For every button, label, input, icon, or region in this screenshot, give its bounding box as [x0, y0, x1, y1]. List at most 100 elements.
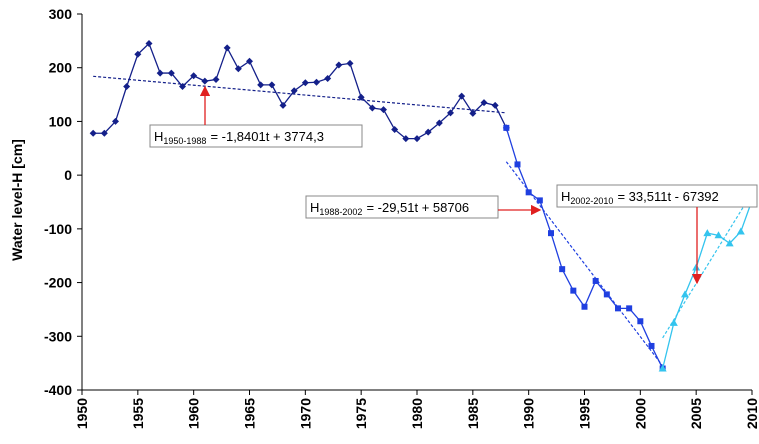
- x-tick-label: 1965: [242, 398, 258, 429]
- point: [290, 87, 298, 95]
- point: [134, 50, 142, 58]
- x-tick-label: 1990: [521, 398, 537, 429]
- point: [234, 65, 242, 73]
- point: [603, 291, 610, 298]
- point: [89, 129, 97, 137]
- point: [681, 290, 689, 298]
- series-line: [505, 127, 664, 369]
- point: [391, 125, 399, 133]
- point: [268, 81, 276, 89]
- annotation-text: = 33,511t - 67392: [617, 189, 718, 204]
- point: [503, 124, 510, 131]
- point: [626, 305, 633, 312]
- annotation-symbol: H: [561, 189, 570, 204]
- point: [357, 93, 365, 101]
- point: [145, 40, 153, 48]
- point: [301, 79, 309, 87]
- point: [447, 109, 454, 117]
- y-tick-label: 300: [49, 6, 73, 22]
- point: [313, 78, 320, 86]
- annotation: H2002-2010 = 33,511t - 67392: [561, 189, 719, 206]
- point: [413, 135, 421, 143]
- y-tick-label: -400: [44, 382, 72, 398]
- point: [201, 77, 209, 85]
- point: [458, 92, 466, 100]
- point: [514, 161, 521, 168]
- x-tick-label: 1960: [186, 398, 202, 429]
- point: [179, 83, 186, 91]
- y-axis-label: Water level-H [cm]: [9, 139, 25, 261]
- point: [380, 106, 387, 114]
- point: [257, 81, 265, 89]
- point: [279, 101, 287, 109]
- point: [424, 128, 432, 136]
- point: [346, 59, 354, 67]
- annotation-symbol: H: [310, 200, 319, 215]
- point: [559, 266, 566, 273]
- point: [570, 287, 577, 294]
- annotation-text: = -29,51t + 58706: [366, 200, 469, 215]
- point: [402, 135, 410, 143]
- point: [246, 57, 253, 65]
- y-tick-label: -100: [44, 221, 72, 237]
- point: [525, 189, 532, 196]
- y-tick-label: -300: [44, 328, 72, 344]
- x-tick-label: 1975: [353, 398, 369, 429]
- y-tick-label: 0: [64, 167, 72, 183]
- point: [212, 76, 220, 84]
- annotation-box: [149, 124, 363, 148]
- series-line: [93, 42, 507, 140]
- series-line: [662, 200, 753, 369]
- point: [480, 99, 488, 107]
- annotation: H1988-2002 = -29,51t + 58706: [310, 200, 469, 217]
- point: [368, 104, 376, 112]
- point: [100, 129, 108, 137]
- point: [669, 318, 678, 326]
- point: [156, 69, 164, 77]
- y-tick-label: 100: [49, 113, 73, 129]
- annotation-subscript: 1950-1988: [163, 136, 206, 146]
- point: [592, 277, 599, 284]
- point: [658, 364, 667, 372]
- annotation-subscript: 2002-2010: [570, 196, 613, 206]
- point: [435, 119, 443, 127]
- point: [692, 263, 701, 271]
- point: [469, 109, 477, 117]
- point: [548, 230, 554, 237]
- y-tick-label: 200: [49, 60, 73, 76]
- trendline: [93, 75, 507, 114]
- x-tick-label: 2005: [688, 398, 704, 429]
- annotation-subscript: 1988-2002: [319, 207, 362, 217]
- x-tick-label: 2010: [744, 398, 759, 429]
- x-tick-label: 1950: [74, 398, 90, 429]
- x-tick-label: 1955: [130, 398, 146, 429]
- annotation-symbol: H: [154, 129, 163, 144]
- point: [324, 74, 332, 82]
- trendline: [662, 192, 753, 339]
- x-tick-label: 2000: [632, 398, 648, 429]
- point: [491, 101, 499, 109]
- x-tick-label: 1970: [297, 398, 313, 429]
- point: [123, 83, 131, 91]
- point: [736, 227, 745, 235]
- point: [190, 72, 198, 80]
- point: [725, 239, 734, 247]
- point: [714, 231, 723, 239]
- annotation-text: = -1,8401t + 3774,3: [210, 129, 323, 144]
- x-tick-label: 1980: [409, 398, 425, 429]
- annotation: H1950-1988 = -1,8401t + 3774,3: [154, 129, 324, 146]
- annotation-box: [556, 184, 758, 208]
- x-tick-label: 1995: [577, 398, 593, 429]
- point: [615, 305, 621, 312]
- point: [581, 303, 588, 310]
- point: [167, 69, 175, 77]
- point: [703, 229, 712, 237]
- annotation-box: [305, 195, 499, 219]
- x-tick-label: 1985: [465, 398, 481, 429]
- y-tick-label: -200: [44, 275, 72, 291]
- point: [536, 197, 543, 204]
- point: [112, 117, 119, 125]
- point: [223, 44, 231, 52]
- point: [335, 61, 343, 69]
